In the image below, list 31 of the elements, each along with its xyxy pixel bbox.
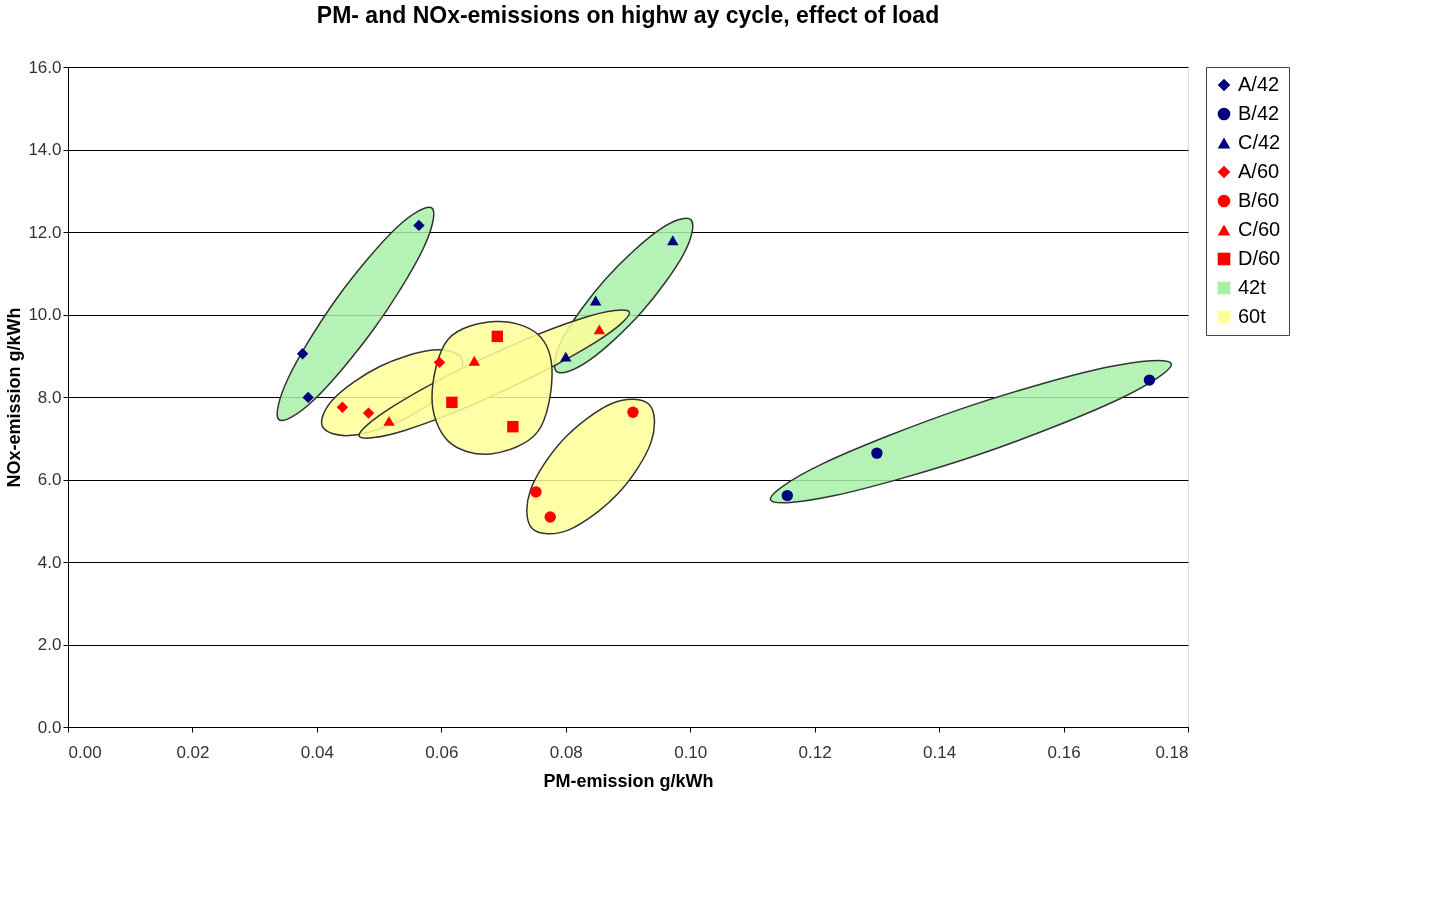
- legend-label: A/60: [1238, 160, 1280, 182]
- x-tick-label: 0.04: [300, 742, 334, 762]
- x-tick-label: 0.12: [798, 742, 832, 762]
- x-tick-label: 0.14: [923, 742, 957, 762]
- x-tick-label: 0.00: [68, 742, 102, 762]
- x-tick-label: 0.16: [1047, 742, 1081, 762]
- legend-label: 60t: [1238, 305, 1267, 327]
- y-tick-label: 8.0: [37, 387, 62, 407]
- y-tick-label: 2.0: [37, 635, 62, 654]
- x-tick-label: 0.02: [176, 742, 210, 762]
- legend-label: C/42: [1238, 131, 1281, 153]
- y-tick-label: 10.0: [28, 305, 62, 324]
- y-tick-label: 6.0: [37, 470, 62, 489]
- legend-label: A/42: [1238, 73, 1280, 95]
- legend-label: 42t: [1238, 276, 1267, 298]
- chart-title: PM- and NOx-emissions on highw ay cycle, effect of load: [316, 2, 940, 28]
- y-tick-label: 12.0: [28, 222, 62, 242]
- y-axis-title: NOx-emission g/kWh: [4, 307, 25, 488]
- y-tick-label: 14.0: [28, 140, 62, 159]
- x-tick-label: 0.10: [674, 742, 708, 762]
- legend-label: C/60: [1238, 218, 1281, 240]
- legend-label: B/42: [1238, 102, 1280, 124]
- x-tick-label: 0.08: [549, 742, 583, 762]
- y-tick-label: 0.0: [37, 717, 62, 737]
- x-tick-label: 0.18: [1155, 742, 1189, 762]
- legend-label: D/60: [1238, 247, 1281, 269]
- y-tick-label: 4.0: [37, 552, 62, 572]
- legend-label: B/60: [1238, 189, 1280, 211]
- x-tick-label: 0.06: [425, 742, 459, 762]
- y-tick-label: 16.0: [28, 57, 62, 77]
- x-axis-title: PM-emission g/kWh: [543, 770, 714, 791]
